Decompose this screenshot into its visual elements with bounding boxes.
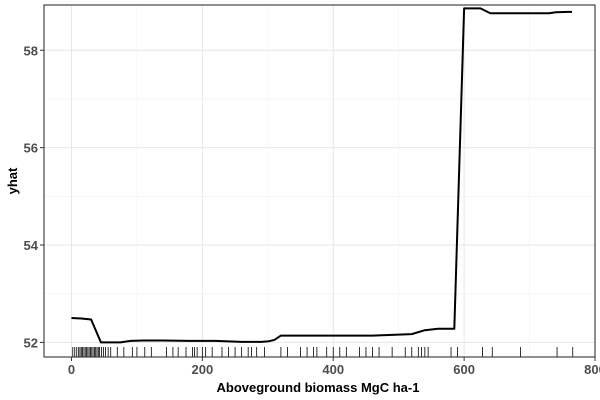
panel-border [43, 4, 596, 358]
y-axis-title: yhat [5, 167, 20, 194]
x-tick-label: 0 [68, 362, 75, 377]
rug-marks [72, 347, 574, 357]
series-layer [71, 7, 573, 344]
y-tick-label: 58 [24, 43, 38, 58]
y-tick-label: 52 [24, 335, 38, 350]
x-tick-label: 200 [192, 362, 214, 377]
x-axis-title: Aboveground biomass MgC ha-1 [217, 380, 420, 395]
y-axis: 52 54 56 58 [24, 43, 44, 350]
series-line [71, 7, 573, 344]
y-tick-label: 56 [24, 141, 38, 156]
grid-minor [44, 5, 595, 357]
x-tick-label: 800 [584, 362, 600, 377]
x-tick-label: 600 [453, 362, 475, 377]
x-axis: 0 200 400 600 800 [68, 357, 600, 377]
x-tick-label: 400 [322, 362, 344, 377]
y-tick-label: 54 [24, 238, 39, 253]
panel-background [44, 5, 595, 357]
